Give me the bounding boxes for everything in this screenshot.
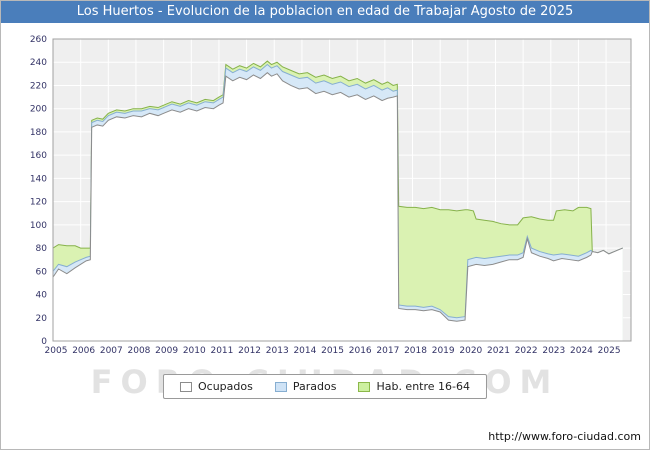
legend-item-parados: Parados bbox=[274, 380, 337, 393]
x-axis-tick-label: 2019 bbox=[432, 346, 455, 356]
legend-label: Parados bbox=[292, 380, 337, 393]
area-series-ocupados bbox=[53, 72, 623, 341]
y-axis-tick-label: 60 bbox=[36, 267, 48, 277]
page-title: Los Huertos - Evolucion de la poblacion … bbox=[76, 4, 574, 19]
y-axis-tick-label: 140 bbox=[30, 174, 47, 184]
y-axis-tick-label: 260 bbox=[30, 35, 47, 45]
y-axis-tick-label: 80 bbox=[36, 244, 48, 254]
y-axis-tick-label: 20 bbox=[36, 314, 48, 324]
x-axis-tick-label: 2010 bbox=[183, 346, 206, 356]
x-axis-tick-label: 2020 bbox=[459, 346, 482, 356]
legend-label: Ocupados bbox=[197, 380, 253, 393]
x-axis-tick-label: 2006 bbox=[72, 346, 95, 356]
y-axis-tick-label: 220 bbox=[30, 81, 47, 91]
x-axis-tick-label: 2007 bbox=[100, 346, 123, 356]
population-area-chart: 0 20 40 60 80 100 120 140 160 180 200 220 240 260 2005… bbox=[30, 35, 632, 356]
x-axis-tick-label: 2005 bbox=[45, 346, 68, 356]
y-axis-tick-label: 240 bbox=[30, 58, 47, 68]
x-axis-tick-label: 2013 bbox=[266, 346, 289, 356]
x-axis-tick-label: 2022 bbox=[515, 346, 538, 356]
x-axis-tick-label: 2012 bbox=[238, 346, 261, 356]
legend-swatch bbox=[358, 381, 371, 392]
y-axis-tick-label: 180 bbox=[30, 128, 47, 138]
legend-item-ocupados: Ocupados bbox=[179, 380, 253, 393]
x-axis-tick-label: 2024 bbox=[570, 346, 593, 356]
x-axis-tick-label: 2011 bbox=[210, 346, 233, 356]
x-axis-tick-label: 2009 bbox=[155, 346, 178, 356]
x-axis-tick-label: 2025 bbox=[598, 346, 621, 356]
x-axis-tick-label: 2014 bbox=[293, 346, 316, 356]
x-axis-tick-label: 2017 bbox=[376, 346, 399, 356]
x-axis-tick-label: 2016 bbox=[349, 346, 372, 356]
footer-url-link[interactable]: http://www.foro-ciudad.com bbox=[488, 430, 641, 443]
legend-item-hab-entre-16-64: Hab. entre 16-64 bbox=[358, 380, 470, 393]
legend-swatch bbox=[274, 381, 287, 392]
x-axis-tick-label: 2023 bbox=[542, 346, 565, 356]
x-axis-tick-label: 2015 bbox=[321, 346, 344, 356]
y-axis-tick-label: 100 bbox=[30, 221, 47, 231]
y-axis-tick-label: 40 bbox=[36, 291, 48, 301]
y-axis-tick-label: 160 bbox=[30, 151, 47, 161]
chart-legend: Ocupados Parados Hab. entre 16-64 bbox=[162, 374, 488, 399]
x-axis-tick-label: 2018 bbox=[404, 346, 427, 356]
legend-swatch bbox=[179, 381, 192, 392]
chart-title-bar: Los Huertos - Evolucion de la poblacion … bbox=[1, 1, 649, 23]
y-axis-tick-label: 200 bbox=[30, 105, 47, 115]
y-axis-tick-label: 120 bbox=[30, 198, 47, 208]
y-axis-tick-label: 0 bbox=[41, 337, 47, 347]
legend-label: Hab. entre 16-64 bbox=[376, 380, 471, 393]
x-axis-tick-label: 2021 bbox=[487, 346, 510, 356]
x-axis-tick-label: 2008 bbox=[128, 346, 151, 356]
